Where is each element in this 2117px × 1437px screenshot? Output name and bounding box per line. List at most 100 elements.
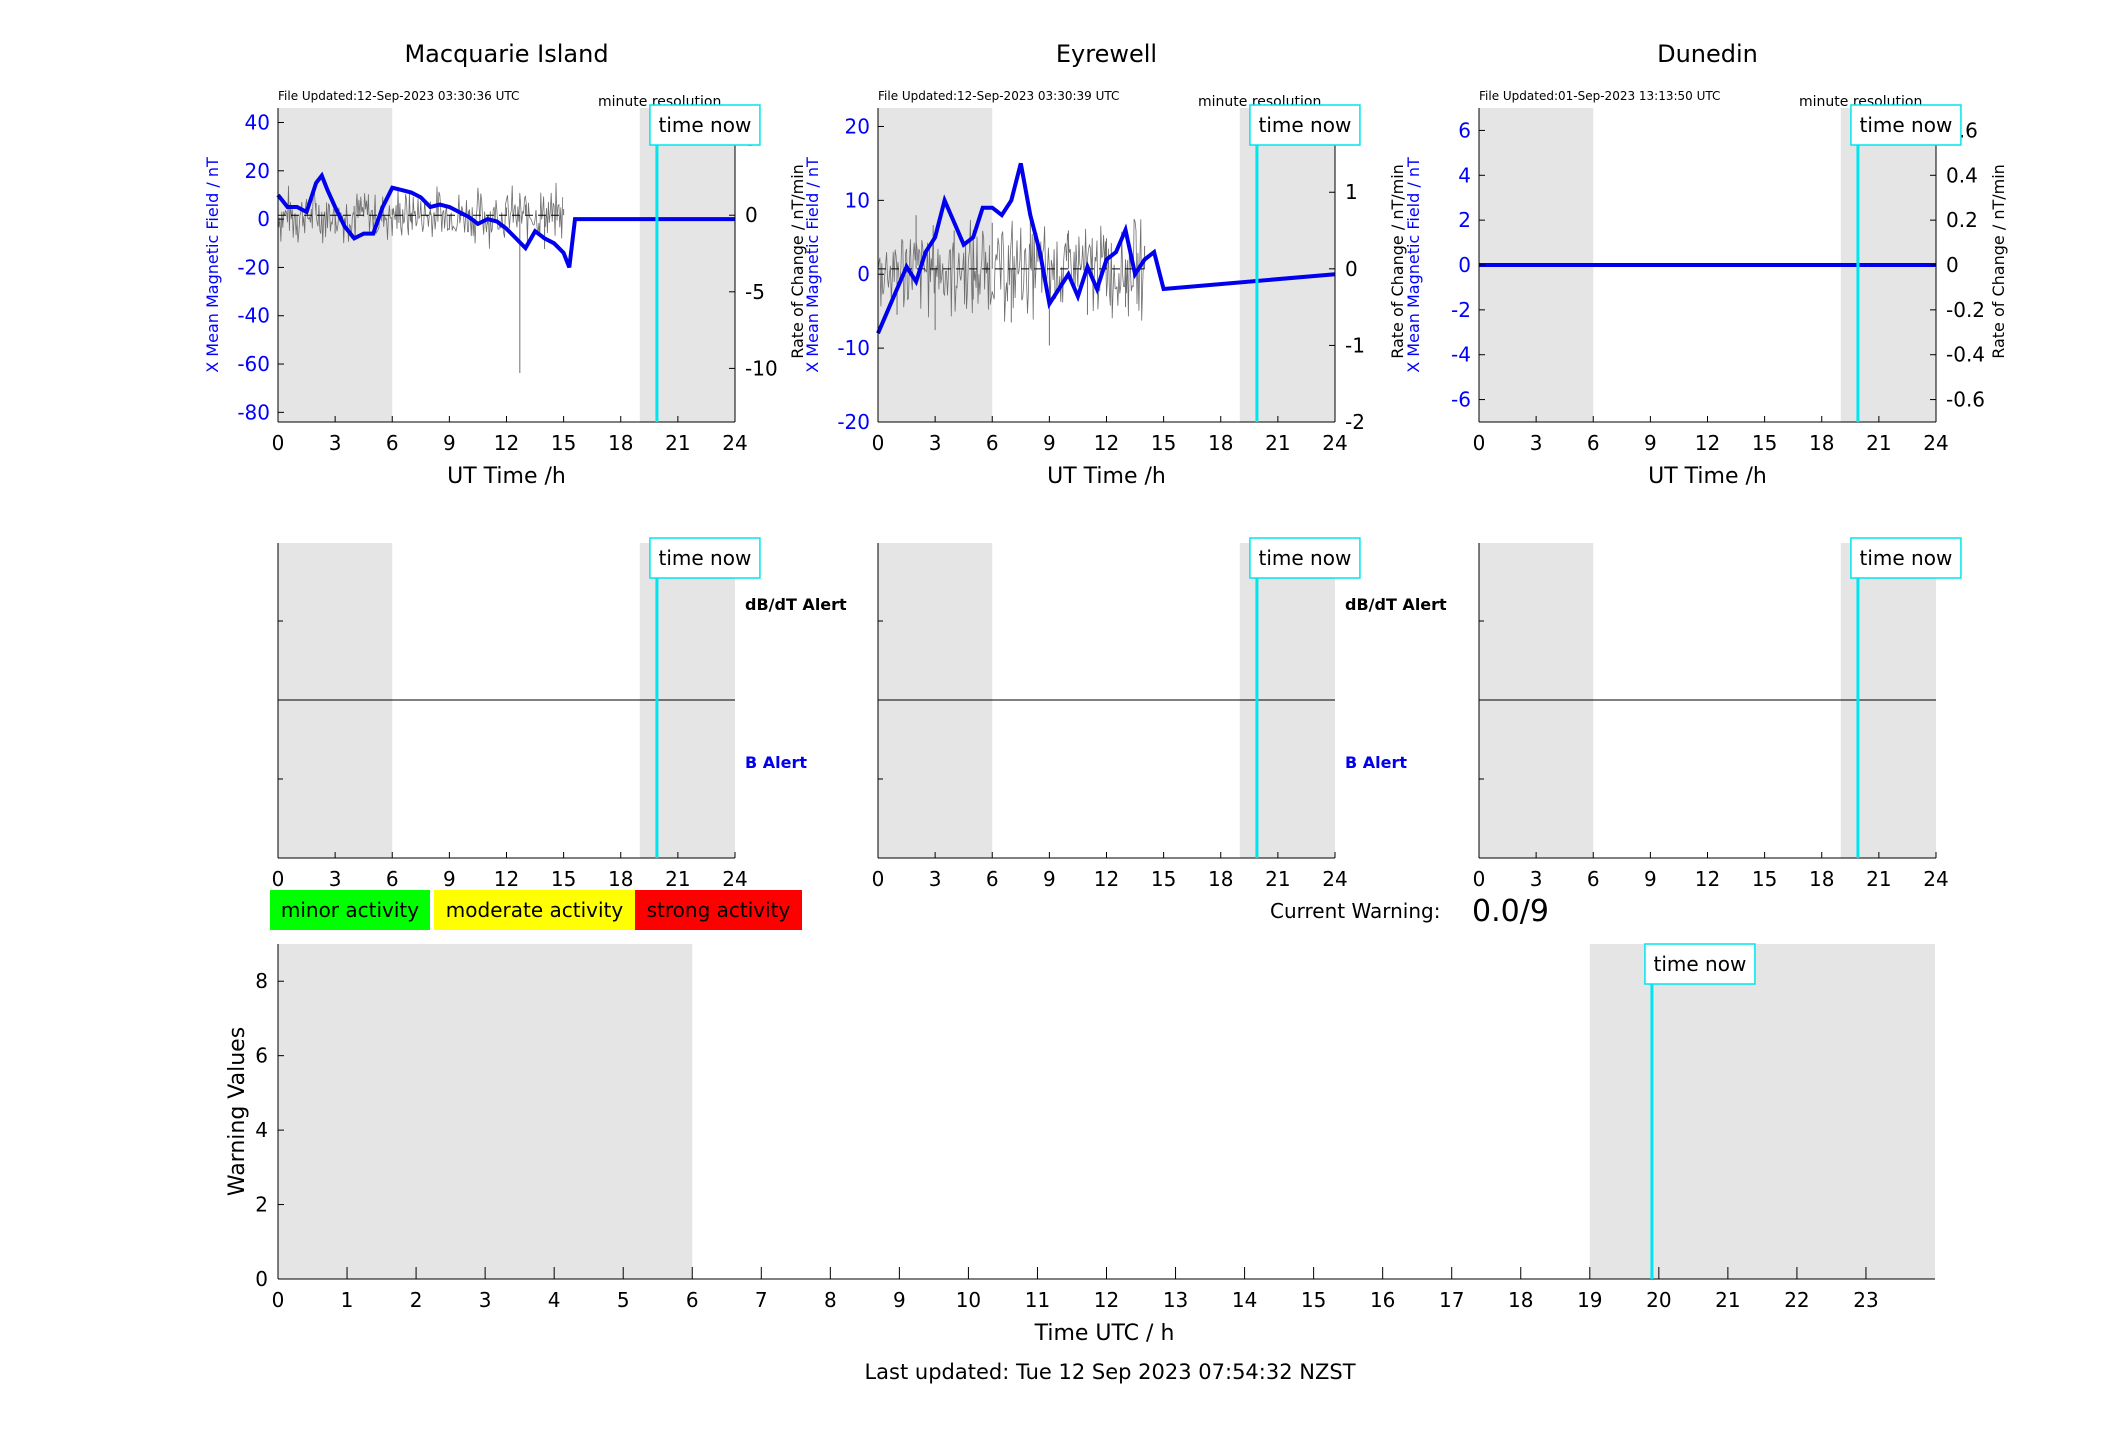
x-tick-label: 18 — [1208, 431, 1233, 455]
night-shade — [1589, 944, 1935, 1279]
x-tick-label: 0 — [872, 867, 885, 891]
moderate-activity-swatch — [434, 890, 635, 930]
x-tick-label: 9 — [443, 431, 456, 455]
x-tick-label: 6 — [986, 431, 999, 455]
x-tick-label: 15 — [551, 867, 576, 891]
x-tick-label: 9 — [443, 867, 456, 891]
time-now-box — [649, 104, 761, 146]
x-tick-label: 21 — [665, 867, 690, 891]
y2-tick-label: -0.6 — [1946, 388, 1985, 412]
x-tick-label: 7 — [755, 1288, 768, 1312]
y-tick-label: 6 — [1458, 118, 1471, 142]
magnetic-field-line — [276, 171, 735, 269]
x-tick-label: 18 — [1809, 431, 1834, 455]
b-alert-label: B Alert — [745, 753, 807, 772]
time-now-box — [1249, 537, 1361, 579]
station-title: Macquarie Island — [404, 40, 608, 68]
x-tick-label: 23 — [1853, 1288, 1878, 1312]
x-tick-label: 15 — [1151, 431, 1176, 455]
y-axis-label: X Mean Magnetic Field / nT — [803, 157, 822, 373]
x-tick-label: 11 — [1025, 1288, 1050, 1312]
night-shade — [1239, 108, 1335, 422]
y-tick-label: -80 — [237, 400, 270, 424]
x-tick-label: 24 — [722, 867, 747, 891]
alert-panel-2: 0 3 6 9 12 15 18 21 24 time now — [1473, 537, 1962, 891]
x-tick-label: 15 — [1752, 431, 1777, 455]
y-tick-label: 6 — [255, 1044, 268, 1068]
b-alert-label: B Alert — [1345, 753, 1407, 772]
x-tick-label: 6 — [1587, 431, 1600, 455]
y-tick-label: -6 — [1451, 388, 1471, 412]
x-tick-label: 6 — [386, 431, 399, 455]
y-tick-label: 8 — [255, 969, 268, 993]
x-tick-label: 0 — [272, 867, 285, 891]
x-tick-label: 3 — [929, 431, 942, 455]
y-tick-label: 4 — [1458, 163, 1471, 187]
x-tick-label: 9 — [1043, 867, 1056, 891]
x-tick-label: 12 — [1094, 431, 1119, 455]
file-updated-text: File Updated:12-Sep-2023 03:30:36 UTC — [278, 89, 519, 103]
x-tick-label: 18 — [1508, 1288, 1533, 1312]
x-tick-label: 5 — [617, 1288, 630, 1312]
y-tick-label: 0 — [1458, 253, 1471, 277]
x-tick-label: 22 — [1784, 1288, 1809, 1312]
x-tick-label: 24 — [1322, 431, 1347, 455]
y-tick-label: 20 — [245, 159, 270, 183]
time-now-box — [1644, 943, 1756, 985]
current-warning-value: 0.0/9 — [1472, 894, 1549, 929]
dbdt-alert-label: dB/dT Alert — [1345, 595, 1447, 614]
x-tick-label: 19 — [1577, 1288, 1602, 1312]
x-tick-label: 21 — [1866, 431, 1891, 455]
x-tick-label: 14 — [1232, 1288, 1257, 1312]
y2-tick-label: 0 — [745, 203, 758, 227]
y-tick-label: -4 — [1451, 343, 1471, 367]
y2-tick-label: 0.4 — [1946, 163, 1978, 187]
x-tick-label: 15 — [1301, 1288, 1326, 1312]
time-now-box — [1249, 104, 1361, 146]
x-tick-label: 3 — [1530, 867, 1543, 891]
station-panel-1: Eyrewell File Updated:12-Sep-2023 03:30:3… — [803, 40, 1407, 489]
x-tick-label: 0 — [272, 1288, 285, 1312]
x-tick-label: 12 — [1695, 431, 1720, 455]
time-now-label: time now — [1860, 113, 1953, 137]
x-axis-label: Time UTC / h — [1034, 1321, 1175, 1346]
moderate-activity-label: moderate activity — [446, 898, 624, 922]
x-tick-label: 21 — [1265, 431, 1290, 455]
strong-activity-swatch — [635, 890, 802, 930]
x-tick-label: 12 — [1094, 867, 1119, 891]
x-axis-label: UT Time /h — [1047, 464, 1166, 489]
rate-of-change-line — [277, 182, 564, 249]
time-now-label: time now — [1259, 113, 1352, 137]
x-tick-label: 9 — [1644, 867, 1657, 891]
x-tick-label: 24 — [1923, 431, 1948, 455]
x-tick-label: 18 — [1208, 867, 1233, 891]
x-tick-label: 1 — [341, 1288, 354, 1312]
x-tick-label: 3 — [329, 867, 342, 891]
x-tick-label: 15 — [551, 431, 576, 455]
y2-tick-label: -1 — [1345, 333, 1365, 357]
x-tick-label: 24 — [722, 431, 747, 455]
station-panel-2: Dunedin File Updated:01-Sep-2023 13:13:50… — [1404, 40, 2008, 489]
x-tick-label: 24 — [1923, 867, 1948, 891]
x-tick-label: 0 — [1473, 867, 1486, 891]
x-tick-label: 3 — [1530, 431, 1543, 455]
x-tick-label: 0 — [872, 431, 885, 455]
y2-tick-label: -5 — [745, 280, 765, 304]
time-now-box — [649, 537, 761, 579]
y2-tick-label: -10 — [745, 356, 778, 380]
x-tick-label: 3 — [479, 1288, 492, 1312]
y2-tick-label: 0 — [1946, 253, 1959, 277]
x-tick-label: 6 — [686, 1288, 699, 1312]
y-tick-label: 2 — [255, 1193, 268, 1217]
y-axis-label: X Mean Magnetic Field / nT — [203, 157, 222, 373]
y-tick-label: -20 — [837, 410, 870, 434]
magnetic-field-line — [876, 162, 1336, 335]
strong-activity-label: strong activity — [647, 898, 791, 922]
time-now-label: time now — [1259, 546, 1352, 570]
x-tick-label: 18 — [608, 867, 633, 891]
y-tick-label: -40 — [237, 304, 270, 328]
y-axis-label: X Mean Magnetic Field / nT — [1404, 157, 1423, 373]
last-updated-footer: Last updated: Tue 12 Sep 2023 07:54:32 N… — [864, 1360, 1355, 1384]
y-tick-label: -60 — [237, 352, 270, 376]
station-panel-0: Macquarie Island File Updated:12-Sep-2023… — [203, 40, 807, 489]
